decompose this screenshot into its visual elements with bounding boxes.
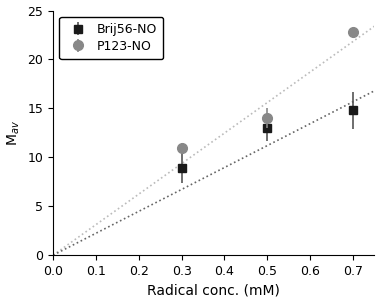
Y-axis label: M$_{av}$: M$_{av}$ [6, 120, 22, 146]
Legend: Brij56-NO, P123-NO: Brij56-NO, P123-NO [59, 17, 163, 59]
X-axis label: Radical conc. (mM): Radical conc. (mM) [147, 283, 280, 298]
